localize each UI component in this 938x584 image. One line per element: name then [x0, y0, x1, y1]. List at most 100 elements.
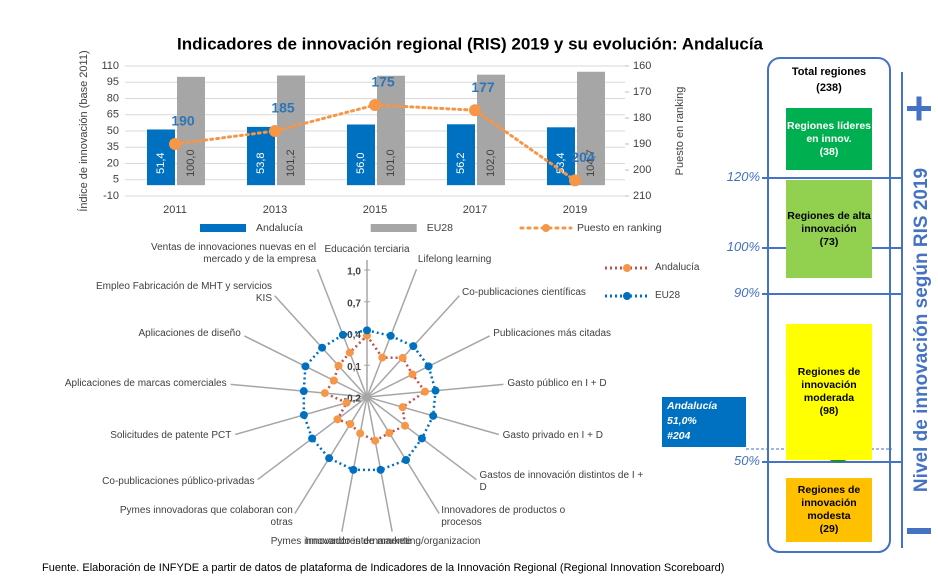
radar-point	[429, 411, 438, 420]
radar-point	[334, 361, 343, 370]
radar-tick-label: 0,7	[347, 298, 361, 309]
radar-point	[299, 387, 308, 396]
x-tick-label: 2019	[563, 204, 587, 216]
threshold-label: 50%	[733, 453, 760, 468]
legend-label: Puesto en ranking	[577, 222, 662, 234]
radar-spoke	[366, 396, 393, 532]
radar-point	[398, 353, 407, 362]
region-group-count: (29)	[819, 523, 839, 535]
bar	[377, 75, 405, 186]
legend-swatch	[200, 224, 246, 232]
y-tick-label: 50	[107, 125, 119, 137]
region-group-count: (73)	[819, 235, 839, 248]
region-group-count: (38)	[819, 145, 839, 158]
region-group-label: Regiones de alta innovación	[787, 209, 871, 235]
bar	[577, 71, 605, 186]
radar-point	[301, 362, 310, 371]
radar-point	[308, 434, 317, 443]
highlight-score: 51,0%	[667, 415, 697, 427]
radar-point	[371, 436, 380, 445]
radar-axis-label: Co-publicaciones público-privadas	[102, 475, 255, 487]
y-axis-label: Índice de innovación (base 2011)	[77, 50, 90, 211]
minus	[907, 528, 931, 534]
ranking-point	[169, 138, 181, 150]
radar-point	[420, 387, 429, 396]
y-tick-label: -10	[103, 190, 119, 202]
radar-point	[401, 421, 410, 430]
y-tick-label: 65	[107, 109, 119, 121]
radar-tick-label: -0,2	[344, 394, 362, 405]
region-group-count: (98)	[819, 405, 839, 417]
y2-tick-label: 160	[633, 60, 651, 72]
ranking-label: 177	[471, 79, 495, 95]
y2-tick-label: 200	[633, 164, 651, 176]
panel-header-text: Total regiones	[791, 66, 867, 78]
radar-point	[385, 428, 394, 437]
radar-axis-label: Aplicaciones de diseño	[138, 328, 241, 340]
radar-point	[299, 410, 308, 419]
legend-swatch-dot	[541, 224, 550, 232]
bar-value-label: 56,0	[355, 152, 367, 173]
radar-axis-label: Empleo Fabricación de MHT y servicios KI…	[96, 280, 273, 304]
highlight-rank: #204	[667, 430, 691, 442]
radar-point	[345, 348, 354, 357]
radar-spoke	[230, 383, 368, 398]
radar-point	[356, 429, 365, 438]
x-tick-label: 2017	[463, 204, 487, 216]
radar-point	[401, 455, 410, 464]
radar-axis-label: Gastos de innovación distintos de I + D	[479, 469, 644, 493]
legend-swatch-dot	[623, 264, 631, 272]
region-group: Regiones de innovación modesta (29)	[786, 478, 872, 542]
radar-point	[363, 326, 371, 335]
radar-point	[318, 343, 327, 352]
region-group-label: Regiones de innovación modesta	[797, 484, 861, 522]
radar-point	[329, 376, 338, 385]
region-group: Regiones de alta innovación (73)	[786, 180, 872, 278]
y2-axis-label: Puesto en ranking	[674, 87, 686, 176]
ranking-label: 185	[271, 100, 295, 116]
radar-point	[349, 465, 358, 474]
x-tick-label: 2013	[263, 204, 287, 216]
radar-point	[346, 419, 355, 428]
region-group-label: Regiones líderes en innov.	[786, 119, 872, 145]
ranking-point	[369, 99, 381, 111]
radar-spoke	[366, 396, 440, 514]
radar-spoke	[341, 396, 368, 532]
bar-value-label: 100,0	[185, 149, 197, 177]
ranking-label: 190	[171, 113, 195, 129]
y2-tick-label: 180	[633, 112, 651, 124]
y-tick-label: 35	[107, 141, 119, 153]
panel-header: Total regiones (238)	[770, 64, 888, 96]
radar-point	[398, 403, 407, 412]
bar	[447, 124, 475, 186]
legend-label: Andalucía	[256, 222, 303, 234]
radar-axis-label: Pymes innovando internamente	[270, 535, 412, 547]
radar-point	[386, 331, 395, 340]
highlight-name: Andalucía	[666, 400, 717, 412]
ranking-point	[569, 174, 581, 187]
bar-value-label: 102,0	[485, 149, 497, 177]
region-group-label: Regiones de innovación moderada	[797, 366, 861, 404]
radar-point	[325, 454, 334, 463]
radar-point	[431, 386, 440, 395]
x-tick-label: 2015	[363, 204, 387, 216]
radar-tick-label: 0,4	[347, 330, 361, 341]
radar-point	[320, 389, 329, 398]
y-tick-label: 95	[107, 76, 119, 88]
y-tick-label: 110	[101, 60, 119, 72]
region-group: Regiones líderes en innov. (38)	[786, 108, 872, 170]
y2-tick-label: 210	[633, 190, 651, 202]
radar-line	[302, 329, 437, 472]
bar	[247, 126, 275, 186]
radar-point	[376, 465, 385, 474]
y2-tick-label: 190	[633, 138, 651, 150]
threshold-label: 100%	[726, 239, 760, 254]
level-axis-label: Nivel de innovación según RIS 2019	[911, 168, 932, 492]
bar	[177, 76, 205, 186]
y2-tick-label: 170	[633, 86, 651, 98]
bar-value-label: 51,4	[155, 152, 167, 173]
threshold-label: 90%	[733, 285, 760, 300]
radar-point	[424, 362, 433, 371]
